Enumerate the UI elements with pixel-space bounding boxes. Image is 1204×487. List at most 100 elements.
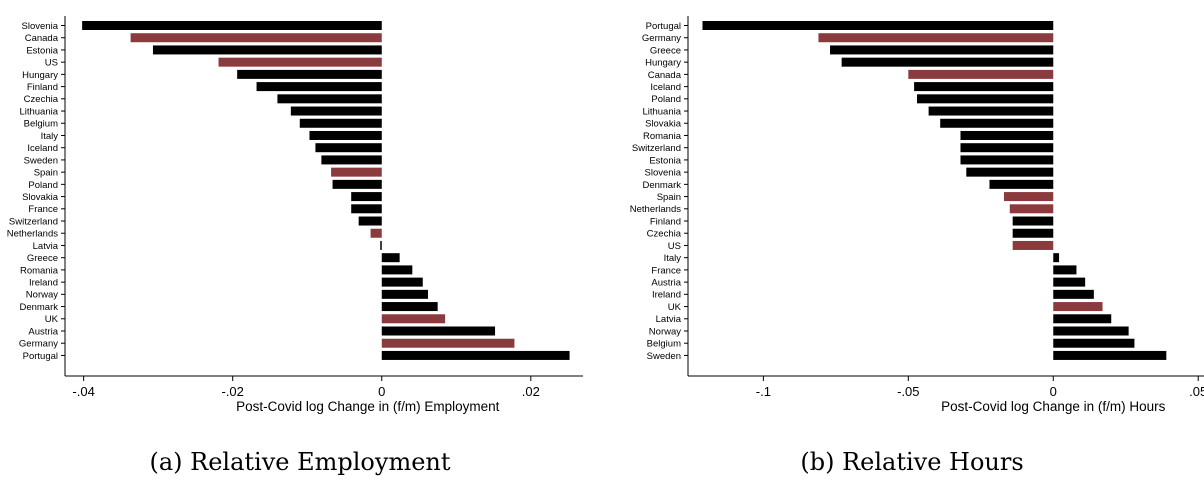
bar-belgium: [299, 118, 382, 128]
category-label: Czechia: [24, 94, 59, 105]
bar-sweden: [1053, 350, 1167, 360]
bar-portugal: [702, 21, 1054, 30]
category-label: Hungary: [22, 70, 58, 81]
bar-denmark: [989, 179, 1054, 189]
category-label: Romania: [20, 265, 59, 276]
category-label: Switzerland: [9, 216, 58, 227]
bar-latvia: [380, 240, 382, 250]
category-label: Slovakia: [22, 192, 59, 203]
category-label: France: [651, 265, 681, 276]
bar-switzerland: [960, 143, 1054, 153]
category-label: Ireland: [652, 290, 681, 301]
category-label: Sweden: [647, 351, 681, 362]
bar-denmark: [381, 302, 438, 312]
bar-poland: [332, 179, 382, 189]
category-label: Lithuania: [19, 106, 58, 117]
bar-estonia: [960, 155, 1054, 165]
category-label: Canada: [648, 70, 682, 81]
category-label: Ireland: [29, 278, 58, 289]
bar-slovenia: [82, 21, 382, 30]
bar-estonia: [152, 45, 382, 55]
category-label: Netherlands: [630, 204, 681, 215]
bar-romania: [960, 130, 1054, 140]
caption-relative-hours: (b) Relative Hours: [800, 448, 1024, 476]
category-label: Portugal: [23, 351, 58, 362]
bar-germany: [818, 33, 1054, 43]
x-tick-label: .05: [1189, 384, 1204, 399]
bar-poland: [917, 94, 1054, 104]
category-label: Germany: [19, 339, 58, 350]
bar-sweden: [321, 155, 382, 165]
category-label: US: [45, 58, 58, 69]
bar-finland: [1012, 216, 1054, 226]
category-label: US: [668, 241, 681, 252]
bar-germany: [381, 338, 515, 348]
bar-ireland: [1053, 289, 1094, 299]
bar-greece: [381, 253, 400, 263]
category-label: Iceland: [650, 82, 681, 93]
category-label: Estonia: [649, 155, 681, 166]
x-tick-label: .02: [522, 384, 540, 399]
category-label: Greece: [27, 253, 58, 264]
bar-lithuania: [928, 106, 1054, 116]
category-label: Iceland: [27, 143, 58, 154]
category-label: Romania: [643, 131, 682, 142]
bar-hungary: [237, 69, 382, 79]
category-label: Sweden: [24, 155, 58, 166]
category-label: Poland: [651, 94, 681, 105]
category-label: Finland: [650, 216, 681, 227]
category-label: Estonia: [26, 45, 58, 56]
bar-canada: [130, 33, 382, 43]
x-tick-label: -.02: [221, 384, 243, 399]
category-label: Spain: [657, 192, 681, 203]
bar-iceland: [914, 82, 1054, 92]
bar-italy: [1053, 253, 1060, 263]
bar-uk: [381, 314, 446, 324]
category-label: Canada: [25, 33, 59, 44]
bar-ireland: [381, 277, 423, 287]
bar-finland: [256, 82, 382, 92]
bar-czechia: [277, 94, 382, 104]
bar-iceland: [315, 143, 382, 153]
x-tick-label: 0: [378, 384, 385, 399]
caption-relative-employment: (a) Relative Employment: [149, 448, 451, 476]
bar-slovakia: [940, 118, 1054, 128]
category-label: Hungary: [645, 58, 681, 69]
bar-spain: [1003, 192, 1054, 202]
category-label: Slovenia: [645, 168, 682, 179]
bar-slovenia: [966, 167, 1054, 177]
category-label: Slovakia: [645, 119, 682, 130]
category-label: Denmark: [19, 302, 58, 313]
x-tick-label: -.04: [72, 384, 94, 399]
x-tick-label: -.1: [756, 384, 771, 399]
category-label: UK: [668, 302, 682, 313]
category-label: Spain: [34, 168, 58, 179]
bar-austria: [1053, 277, 1086, 287]
bar-netherlands: [1009, 204, 1054, 214]
category-label: Latvia: [656, 314, 682, 325]
category-label: Slovenia: [22, 21, 59, 32]
category-label: Portugal: [646, 21, 681, 32]
category-label: Belgium: [24, 119, 58, 130]
bar-us: [1012, 240, 1054, 250]
category-label: Denmark: [642, 180, 681, 191]
category-label: Finland: [27, 82, 58, 93]
category-label: Germany: [642, 33, 681, 44]
bar-belgium: [1053, 338, 1135, 348]
bar-latvia: [1053, 314, 1112, 324]
bar-portugal: [381, 350, 570, 360]
x-axis-title: Post-Covid log Change in (f/m) Hours: [941, 399, 1166, 414]
bar-lithuania: [290, 106, 382, 116]
category-label: Belgium: [647, 339, 681, 350]
category-label: Czechia: [647, 229, 682, 240]
bar-us: [218, 57, 382, 67]
category-label: Norway: [649, 326, 681, 337]
category-label: Switzerland: [632, 143, 681, 154]
category-label: Lithuania: [642, 106, 681, 117]
bar-italy: [309, 130, 382, 140]
bar-uk: [1053, 302, 1103, 312]
bar-france: [1053, 265, 1077, 275]
